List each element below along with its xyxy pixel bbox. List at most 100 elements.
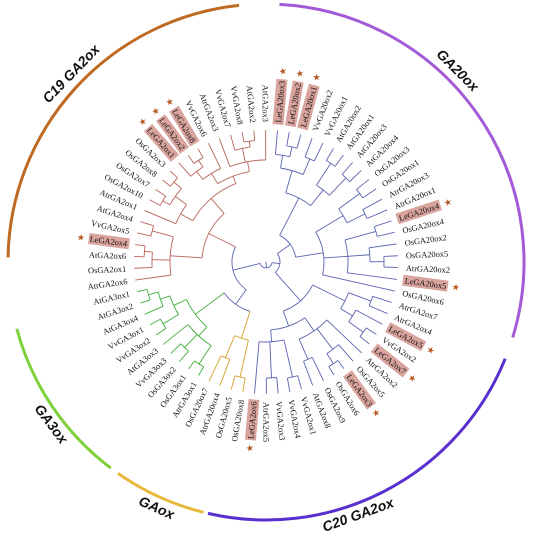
branch-line	[348, 321, 364, 333]
branch-arc	[303, 356, 313, 362]
branch-line	[149, 199, 161, 206]
branch-arc	[231, 246, 247, 290]
branch-line	[362, 188, 377, 199]
branch-line	[135, 244, 146, 247]
branch-arc	[270, 317, 306, 331]
star-marker: ★	[312, 72, 324, 82]
clade-arcs	[6, 2, 526, 522]
branch-line	[315, 215, 344, 233]
branch-line	[346, 213, 366, 224]
leaf-item: VvGA2ox3	[274, 401, 287, 441]
branch-line	[297, 375, 302, 390]
branch-line	[208, 143, 222, 169]
branch-line	[362, 198, 383, 211]
branch-line	[160, 295, 170, 300]
branch-line	[276, 377, 279, 394]
branch-arc	[201, 213, 225, 258]
branch-line	[208, 233, 236, 248]
branch-line	[178, 162, 192, 177]
branch-line	[274, 130, 278, 155]
branch-arc	[192, 183, 237, 221]
branch-arc	[344, 239, 349, 273]
branch-line	[230, 375, 236, 390]
branch-line	[184, 334, 198, 348]
clade-arc	[117, 472, 204, 514]
leaf-label: LeGA2ox6	[247, 401, 259, 439]
branch-arc	[299, 319, 328, 340]
leaf-highlight	[395, 199, 442, 225]
leaf-highlight	[284, 80, 304, 128]
branch-line	[277, 244, 291, 255]
branch-line	[162, 200, 170, 206]
clade-label: C19 GA2ox	[39, 40, 103, 106]
branch-arc	[283, 284, 314, 312]
branch-line	[347, 272, 397, 280]
branch-line	[162, 314, 179, 325]
branch-arc	[356, 189, 364, 199]
leaf-item: OsGA20ox2	[404, 233, 447, 248]
branch-line	[162, 179, 171, 187]
branch-line	[344, 230, 376, 241]
branch-line	[311, 357, 324, 381]
branch-line	[232, 175, 237, 184]
branch-line	[376, 231, 395, 237]
branch-line	[316, 163, 332, 186]
branch-line	[208, 355, 222, 382]
branch-line	[304, 317, 315, 332]
branch-line	[295, 252, 324, 258]
branch-line	[144, 305, 164, 315]
clade-arc	[15, 328, 112, 470]
leaf-highlight	[156, 114, 190, 154]
leaf-labels: ★LeGA20ox3★LeGA20ox2★LeGA20ox1VvGA20ox2V…	[76, 67, 460, 453]
branch-line	[322, 274, 395, 292]
leaf-item: AtrGA2ox5	[261, 402, 270, 442]
branch-line	[248, 141, 251, 148]
leaf-label: AtrGA2ox5	[261, 402, 270, 442]
branch-arc	[315, 231, 325, 275]
leaf-label: OsGA20ox8	[230, 399, 246, 442]
branch-line	[334, 154, 344, 167]
leaf-highlight	[385, 322, 427, 352]
branch-line	[155, 189, 166, 197]
leaf-label: VvGA2ox3	[274, 401, 287, 441]
branch-arc	[170, 177, 178, 187]
branch-line	[239, 339, 249, 378]
branch-arc	[220, 355, 230, 360]
branch-line	[170, 255, 203, 259]
branch-arc	[304, 156, 315, 162]
leaf-highlight	[244, 398, 260, 441]
branch-line	[148, 291, 159, 296]
branch-arc	[338, 208, 348, 223]
branch-arc	[190, 166, 204, 177]
branch-line	[270, 329, 273, 342]
star-marker: ★	[245, 444, 256, 453]
branch-arc	[229, 159, 266, 168]
branch-line	[179, 350, 189, 362]
leaf-highlight	[143, 124, 180, 162]
leaf-highlight	[297, 83, 320, 131]
branch-line	[356, 179, 370, 190]
branch-line	[303, 360, 314, 386]
branch-line	[140, 221, 154, 227]
leaf-item: ★ LeGA2ox6	[244, 398, 260, 453]
branch-line	[374, 220, 392, 227]
leaf-item: OsGA20ox8	[230, 399, 246, 442]
branch-line	[232, 263, 261, 271]
star-marker: ★	[278, 67, 289, 76]
leaf-label: OsGA20ox5	[406, 249, 449, 260]
branch-line	[289, 146, 293, 157]
branch-line	[194, 292, 225, 315]
branch-line	[235, 289, 247, 305]
branch-line	[269, 341, 272, 378]
branch-line	[140, 299, 151, 304]
branch-line	[180, 213, 194, 222]
branch-arc	[217, 171, 250, 185]
branch-arc	[157, 291, 164, 307]
branch-line	[211, 173, 219, 184]
branch-line	[366, 327, 377, 335]
branch-line	[302, 158, 311, 175]
branch-line	[286, 131, 290, 146]
branch-line	[283, 339, 293, 378]
leaf-item: AtGA2ox2	[245, 85, 257, 123]
